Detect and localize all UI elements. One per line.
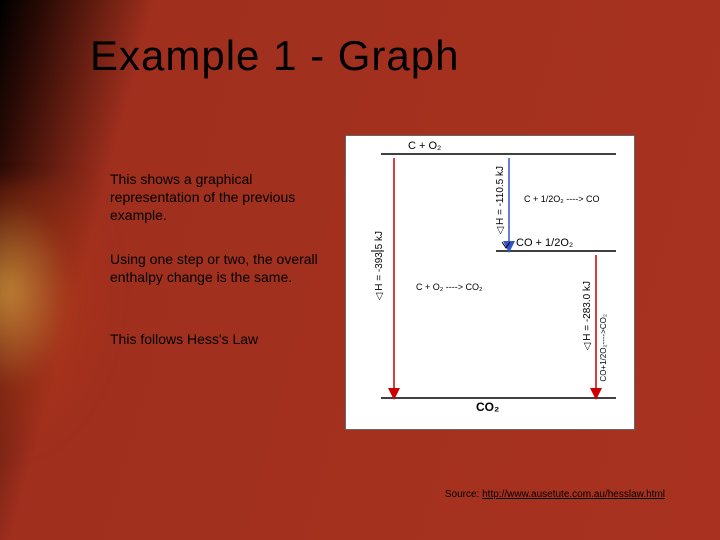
rxn-bot: CO+1/2O₂---->CO₂	[599, 314, 608, 382]
level-mid-label: CO + 1/2O₂	[516, 237, 573, 249]
enthalpy-diagram: C + O₂ CO + 1/2O₂ CO₂ △H = -393.5 kJ △H …	[345, 135, 635, 430]
paragraph-2: Using one step or two, the overall entha…	[110, 250, 320, 286]
background-glow	[0, 180, 120, 460]
slide-title: Example 1 - Graph	[90, 32, 460, 80]
source-citation: Source: http://www.ausetute.com.au/hessl…	[445, 489, 665, 500]
paragraph-1: This shows a graphical representation of…	[110, 170, 320, 225]
rxn-mid: C + O₂ ----> CO₂	[416, 282, 483, 292]
dh-left-label: △H = -393.5 kJ	[374, 231, 385, 302]
level-top-label: C + O₂	[408, 140, 441, 152]
level-bot-label: CO₂	[476, 400, 499, 414]
source-prefix: Source:	[445, 489, 482, 500]
paragraph-3: This follows Hess's Law	[110, 330, 320, 348]
dh-topright-label: △H = -110.5 kJ	[495, 166, 506, 236]
dh-botright-label: △H = -283.0 kJ	[582, 281, 593, 352]
rxn-top: C + 1/2O₂ ----> CO	[524, 194, 600, 204]
source-link[interactable]: http://www.ausetute.com.au/hesslaw.html	[482, 489, 665, 500]
